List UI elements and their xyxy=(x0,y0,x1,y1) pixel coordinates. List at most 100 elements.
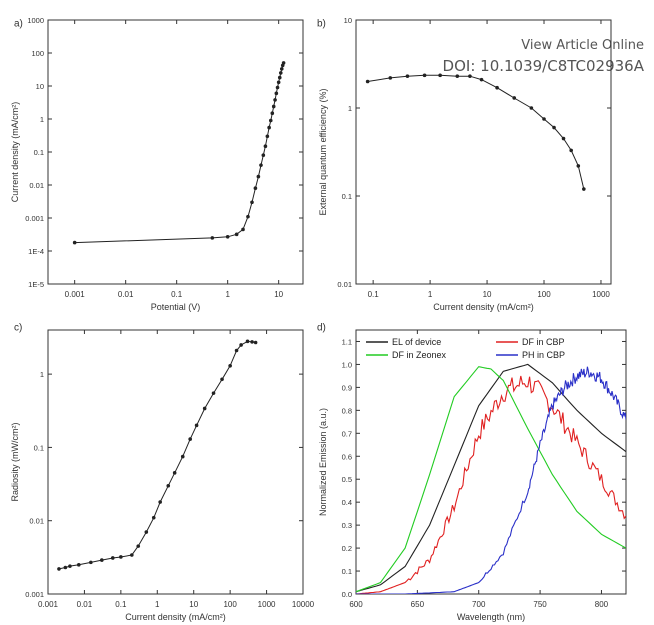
data-point xyxy=(228,363,232,368)
data-point xyxy=(130,553,134,557)
plot-frame xyxy=(47,329,304,595)
y-tick-label: 0.01 xyxy=(337,280,352,289)
y-tick-label: 0.001 xyxy=(25,590,44,599)
data-point xyxy=(72,240,77,245)
y-tick-label: 100 xyxy=(31,49,44,58)
data-point xyxy=(202,406,207,411)
data-point xyxy=(512,96,517,100)
panel-a: a) 0.001 0.01 0.1 1 10 1E-5 1E-4 0.001 0.01 0.1 1 10… xyxy=(10,16,304,312)
x-tick-label: 0.1 xyxy=(368,290,380,299)
plot-frame xyxy=(355,329,627,595)
legend-label-3: PH in CBP xyxy=(522,350,565,360)
y-tick-label: 1E-5 xyxy=(28,280,44,289)
x-tick-label: 100 xyxy=(537,290,551,299)
x-axis-label: Wavelength (nm) xyxy=(457,612,525,622)
x-tick-label: 700 xyxy=(472,600,486,609)
data-point xyxy=(144,530,149,534)
x-axis-label: Current density (mA/cm²) xyxy=(125,612,226,622)
data-point xyxy=(158,500,162,504)
x-tick-label: 0.001 xyxy=(38,600,59,609)
data-point xyxy=(253,340,258,345)
x-tick-label: 0.01 xyxy=(118,290,134,299)
data-point xyxy=(194,423,199,428)
y-tick-label: 0.4 xyxy=(342,498,352,507)
data-point xyxy=(210,236,215,240)
data-point xyxy=(172,471,177,475)
x-tick-label: 0.1 xyxy=(171,290,183,299)
data-point xyxy=(263,144,268,148)
data-point xyxy=(561,136,566,141)
x-tick-label: 10 xyxy=(189,600,198,609)
data-point xyxy=(261,153,266,157)
y-tick-label: 1.1 xyxy=(342,337,352,346)
x-tick-label: 10 xyxy=(274,290,283,299)
data-line xyxy=(58,340,256,570)
data-point xyxy=(63,565,68,570)
y-tick-label: 1E-4 xyxy=(28,247,44,256)
data-line xyxy=(74,62,285,244)
data-point xyxy=(234,348,239,353)
data-point xyxy=(479,77,484,82)
x-tick-label: 0.01 xyxy=(77,600,93,609)
panel-label: b) xyxy=(317,18,326,29)
x-tick-label: 0.001 xyxy=(65,290,86,299)
y-tick-label: 1 xyxy=(348,104,352,113)
data-point xyxy=(576,164,581,168)
data-point xyxy=(225,234,230,239)
data-point xyxy=(180,454,185,459)
y-tick-label: 0.01 xyxy=(29,517,44,526)
y-tick-label: 0.1 xyxy=(34,148,44,157)
y-tick-label: 1 xyxy=(40,115,44,124)
y-tick-label: 0.1 xyxy=(342,567,352,576)
data-point xyxy=(166,483,171,488)
data-point xyxy=(267,125,271,130)
x-tick-label: 1 xyxy=(428,290,433,299)
data-point xyxy=(220,377,224,382)
y-tick-label: 1.0 xyxy=(342,360,352,369)
data-point xyxy=(188,437,192,441)
panel-label: a) xyxy=(14,18,23,29)
x-tick-label: 1 xyxy=(155,600,160,609)
y-tick-label: 0.9 xyxy=(342,383,352,392)
x-tick-label: 1000 xyxy=(258,600,276,609)
data-point xyxy=(582,187,586,191)
view-article-online-label[interactable]: View Article Online xyxy=(521,38,644,53)
panel-label: c) xyxy=(14,322,22,333)
x-axis-label: Potential (V) xyxy=(151,302,201,312)
data-point xyxy=(119,555,123,559)
y-tick-label: 0.2 xyxy=(342,544,352,553)
legend-label-0: EL of device xyxy=(392,337,441,347)
x-tick-label: 800 xyxy=(595,600,609,609)
data-point xyxy=(455,74,460,78)
series-line-3 xyxy=(356,366,626,594)
data-point xyxy=(365,79,370,84)
data-point xyxy=(246,214,250,219)
y-tick-label: 0.001 xyxy=(25,214,44,223)
data-point xyxy=(151,515,156,520)
data-point xyxy=(89,560,93,565)
data-point xyxy=(278,71,283,75)
data-point xyxy=(277,75,282,80)
data-point xyxy=(100,558,104,562)
data-point xyxy=(271,104,276,109)
data-point xyxy=(250,340,254,344)
x-tick-label: 1 xyxy=(225,290,230,299)
data-point xyxy=(468,74,472,78)
y-tick-label: 0.0 xyxy=(342,590,352,599)
data-point xyxy=(279,67,284,71)
y-tick-label: 0.1 xyxy=(342,192,352,201)
y-tick-label: 0.3 xyxy=(342,521,352,530)
y-tick-label: 1000 xyxy=(27,16,44,25)
data-point xyxy=(57,567,61,571)
plot-frame xyxy=(47,19,304,285)
doi-label[interactable]: DOI: 10.1039/C8TC02936A xyxy=(442,57,644,75)
y-tick-label: 0.6 xyxy=(342,452,352,461)
data-point xyxy=(495,85,499,90)
y-tick-label: 1 xyxy=(40,370,44,379)
data-point xyxy=(270,111,275,115)
data-point xyxy=(529,106,534,110)
y-tick-label: 10 xyxy=(344,16,352,25)
y-tick-label: 0.7 xyxy=(342,429,352,438)
data-point xyxy=(239,343,243,347)
